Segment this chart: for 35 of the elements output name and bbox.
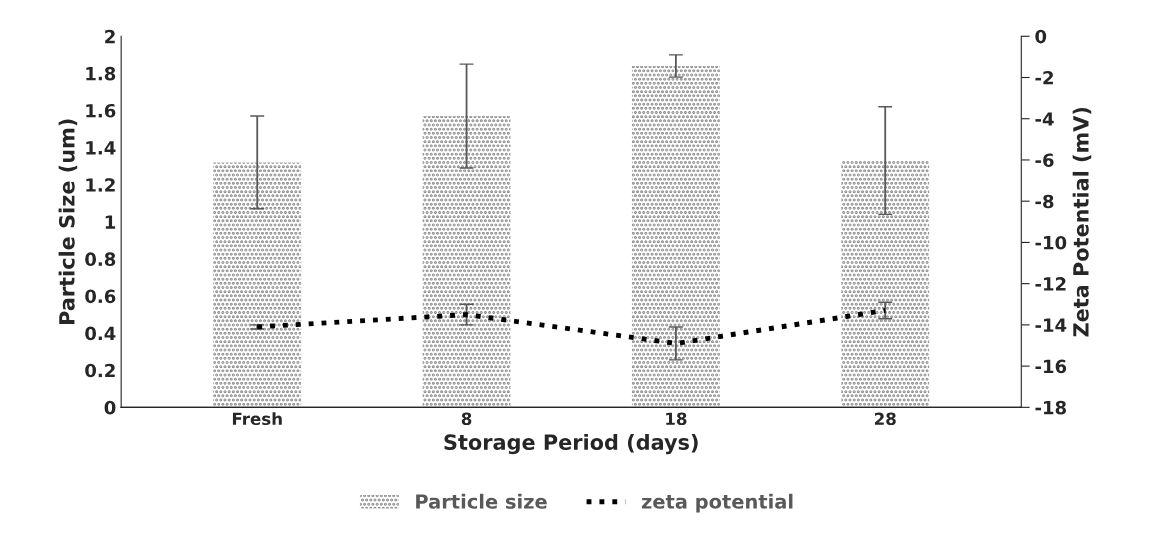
- y-axis-title: Particle Size (um): [58, 119, 78, 325]
- y2-tick-label: -4: [1035, 112, 1054, 126]
- x-tick-label: 28: [874, 412, 896, 426]
- x-tick-label: 18: [666, 412, 687, 426]
- y2-tick-label: -2: [1035, 70, 1053, 85]
- y-tick-label: 0: [104, 400, 116, 415]
- bar: [422, 116, 511, 408]
- y-tick-label: 1.8: [86, 66, 116, 81]
- y2-tick-label: -6: [1035, 153, 1054, 168]
- legend-label: Particle size: [416, 493, 547, 509]
- y-tick-label: 1: [105, 215, 116, 229]
- bar: [213, 162, 302, 408]
- y-tick-label: 1.2: [86, 178, 115, 192]
- y2-tick-label: 0: [1035, 29, 1047, 44]
- y2-tick-label: -8: [1035, 194, 1054, 209]
- y2-tick-label: -10: [1035, 235, 1067, 250]
- y-tick-label: 1.4: [86, 141, 116, 155]
- y2-tick-label: -18: [1035, 400, 1066, 415]
- bar: [631, 65, 720, 408]
- y-tick-label: 0.8: [85, 252, 116, 267]
- y-tick-label: 0.2: [85, 363, 115, 378]
- bar: [841, 160, 930, 408]
- y-tick-label: 0.4: [85, 326, 116, 341]
- x-tick-label: Fresh: [232, 412, 282, 426]
- y-tick-label: 0.6: [85, 289, 116, 304]
- x-tick-label: 8: [461, 412, 472, 426]
- x-axis-title: Storage Period (days): [444, 433, 698, 455]
- y2-axis-title: Zeta Potential (mV): [1072, 107, 1092, 337]
- y2-tick-label: -14: [1035, 318, 1067, 332]
- y2-tick-label: -12: [1035, 277, 1066, 291]
- y-tick-label: 1.6: [86, 103, 116, 118]
- legend-label: zeta potential: [641, 493, 793, 513]
- y2-tick-label: -16: [1035, 359, 1067, 374]
- y-tick-label: 2: [105, 29, 115, 44]
- line-series: [254, 308, 888, 346]
